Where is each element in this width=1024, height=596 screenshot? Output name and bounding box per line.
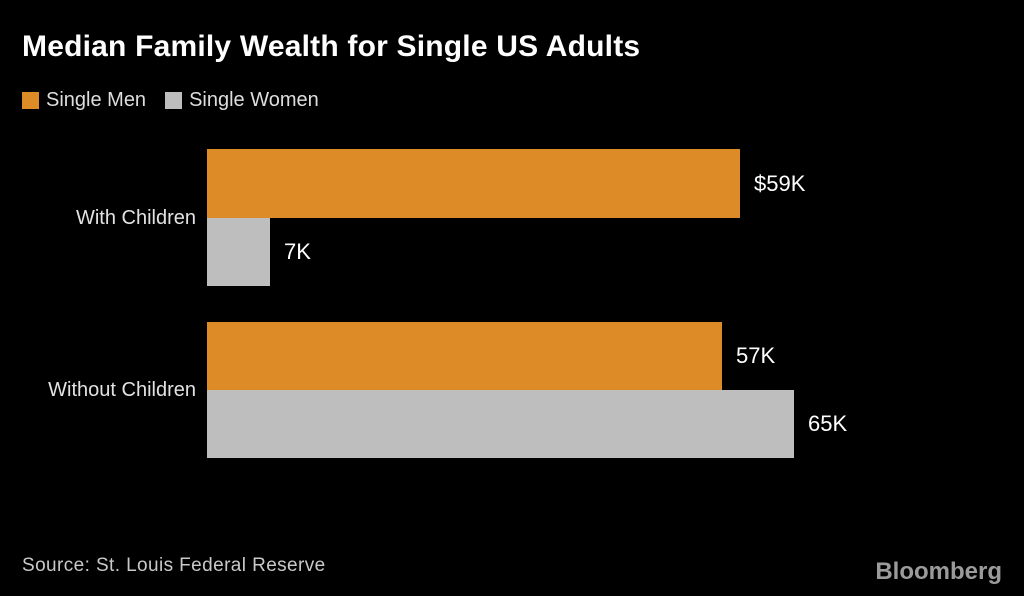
chart-title: Median Family Wealth for Single US Adult… [22, 30, 641, 63]
value-label-single-men-without-children: 57K [736, 343, 776, 368]
category-label-with-children: With Children [75, 207, 196, 229]
legend-swatch-single-women-icon [165, 92, 183, 109]
value-label-single-women-without-children: 65K [808, 411, 848, 436]
legend-item-single-women: Single Women [165, 89, 319, 112]
legend-label-single-men: Single Men [46, 89, 147, 111]
legend: Single Men Single Women [22, 89, 319, 112]
category-label-without-children: Without Children [48, 379, 196, 401]
bar-single-women-with-children [207, 218, 270, 286]
legend-label-single-women: Single Women [189, 89, 319, 111]
value-label-single-men-with-children: $59K [754, 170, 806, 196]
bar-single-men-with-children [207, 149, 740, 218]
legend-swatch-single-men-icon [22, 92, 39, 109]
bar-single-men-without-children [207, 322, 722, 390]
value-label-single-women-with-children: 7K [284, 239, 311, 264]
bar-single-women-without-children [207, 390, 794, 458]
legend-item-single-men: Single Men [22, 89, 146, 112]
bloomberg-logo: Bloomberg [875, 558, 1002, 585]
source-text: Source: St. Louis Federal Reserve [22, 555, 326, 576]
